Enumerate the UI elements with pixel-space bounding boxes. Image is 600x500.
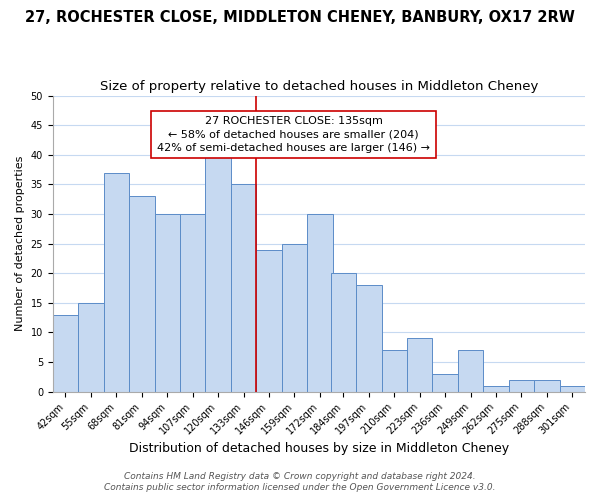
Title: Size of property relative to detached houses in Middleton Cheney: Size of property relative to detached ho… bbox=[100, 80, 538, 93]
Bar bbox=[231, 184, 256, 392]
Bar bbox=[256, 250, 282, 392]
Bar bbox=[509, 380, 534, 392]
Bar bbox=[433, 374, 458, 392]
Bar bbox=[483, 386, 509, 392]
Bar bbox=[155, 214, 180, 392]
Bar bbox=[78, 303, 104, 392]
Text: Contains HM Land Registry data © Crown copyright and database right 2024.
Contai: Contains HM Land Registry data © Crown c… bbox=[104, 472, 496, 492]
Bar bbox=[180, 214, 205, 392]
X-axis label: Distribution of detached houses by size in Middleton Cheney: Distribution of detached houses by size … bbox=[129, 442, 509, 455]
Bar bbox=[560, 386, 585, 392]
Bar bbox=[53, 314, 78, 392]
Text: 27, ROCHESTER CLOSE, MIDDLETON CHENEY, BANBURY, OX17 2RW: 27, ROCHESTER CLOSE, MIDDLETON CHENEY, B… bbox=[25, 10, 575, 25]
Bar bbox=[356, 285, 382, 392]
Bar bbox=[382, 350, 407, 392]
Y-axis label: Number of detached properties: Number of detached properties bbox=[15, 156, 25, 332]
Bar bbox=[407, 338, 433, 392]
Text: 27 ROCHESTER CLOSE: 135sqm
← 58% of detached houses are smaller (204)
42% of sem: 27 ROCHESTER CLOSE: 135sqm ← 58% of deta… bbox=[157, 116, 430, 152]
Bar bbox=[534, 380, 560, 392]
Bar bbox=[129, 196, 155, 392]
Bar bbox=[282, 244, 307, 392]
Bar bbox=[458, 350, 483, 392]
Bar bbox=[104, 172, 129, 392]
Bar bbox=[307, 214, 332, 392]
Bar bbox=[205, 155, 231, 392]
Bar bbox=[331, 274, 356, 392]
